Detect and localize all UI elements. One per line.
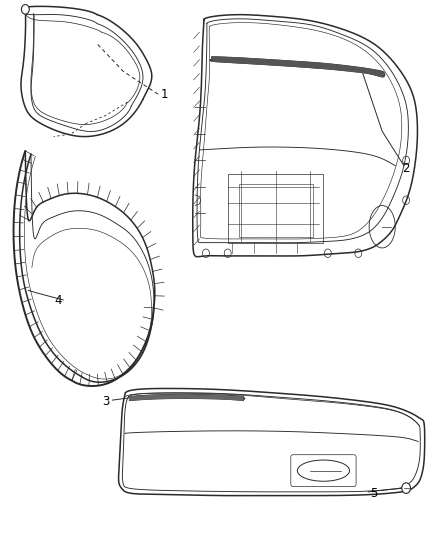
Circle shape: [402, 483, 410, 494]
Text: 1: 1: [161, 87, 168, 101]
Polygon shape: [212, 57, 385, 77]
Polygon shape: [130, 395, 243, 400]
Text: 3: 3: [102, 395, 110, 408]
Text: 2: 2: [403, 162, 410, 175]
Bar: [228, 174, 323, 243]
Text: 5: 5: [370, 487, 377, 500]
Circle shape: [21, 5, 29, 14]
Text: 4: 4: [54, 294, 62, 308]
Bar: [239, 184, 313, 237]
